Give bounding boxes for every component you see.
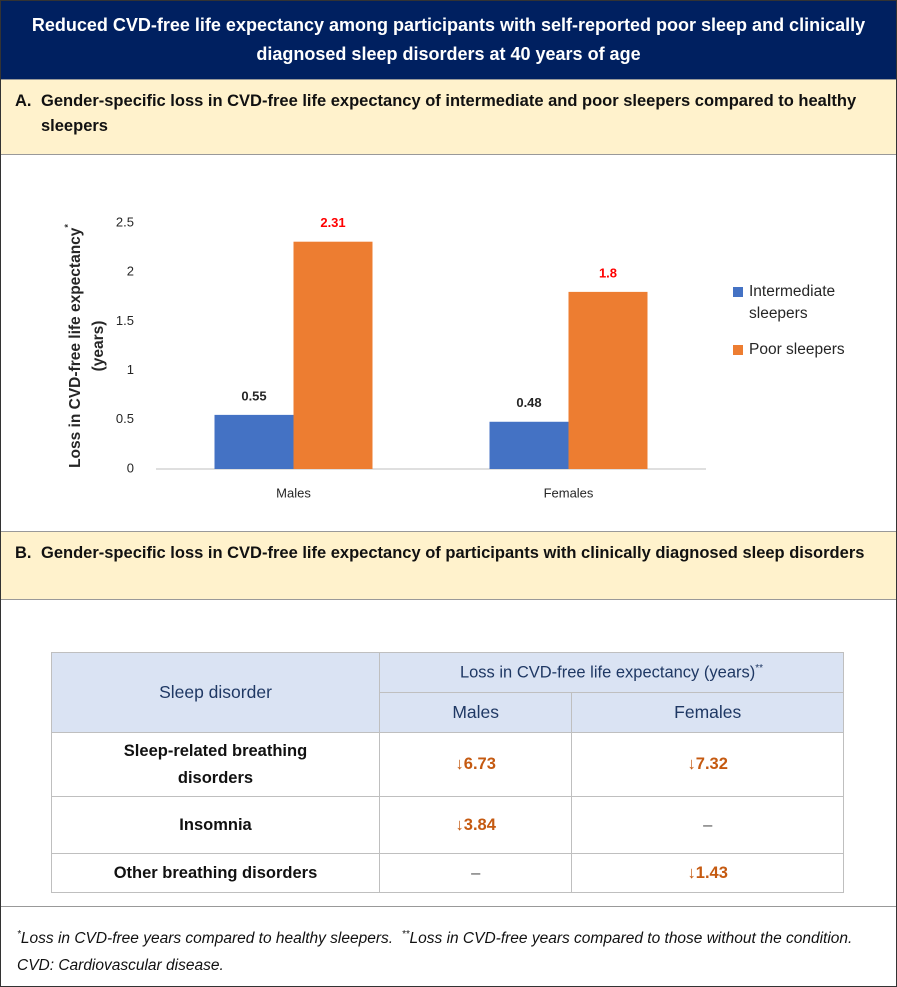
data-label: 1.8	[599, 265, 617, 280]
bar	[568, 291, 648, 469]
y-label-text: Loss in CVD-free life expectancy	[67, 227, 84, 468]
legend-label: Intermediate sleepers	[749, 283, 836, 322]
table: Sleep disorder Loss in CVD-free life exp…	[51, 652, 844, 893]
note-mark: **	[401, 929, 410, 940]
note-text: Loss in CVD-free years compared to healt…	[20, 930, 394, 948]
footnote: *Loss in CVD-free years compared to heal…	[1, 906, 896, 986]
y-tick-label: 2	[127, 264, 134, 279]
section-a-heading: A. Gender-specific loss in CVD-free life…	[1, 79, 896, 155]
value-cell: ↓1.43	[571, 853, 844, 893]
value-cell: ↓6.73	[378, 732, 573, 797]
x-tick-label: Males	[276, 485, 311, 500]
value-cell: –	[571, 796, 844, 854]
section-text: Gender-specific loss in CVD-free life ex…	[41, 92, 857, 135]
y-tick-label: 1	[127, 362, 134, 377]
table-row: Other breathing disorders – ↓1.43	[51, 853, 844, 893]
disorder-cell: Other breathing disorders	[51, 853, 380, 893]
section-b-heading: B. Gender-specific loss in CVD-free life…	[1, 531, 896, 600]
chart: Loss in CVD-free life expectancy* (years…	[63, 214, 706, 500]
section-letter: A.	[15, 92, 32, 110]
disorder-cell: Insomnia	[51, 796, 380, 854]
group-note: **	[755, 662, 764, 674]
column-header: Females	[571, 692, 844, 733]
value-cell: –	[378, 853, 573, 893]
bar	[214, 414, 294, 469]
value-cell: ↓3.84	[378, 796, 573, 854]
bar	[293, 241, 373, 469]
row-header: Sleep disorder	[51, 652, 380, 733]
legend-swatch	[733, 345, 743, 355]
legend-item: Poor sleepers	[733, 339, 873, 361]
y-axis-label: Loss in CVD-free life expectancy*	[63, 224, 84, 468]
y-tick-label: 2.5	[116, 214, 134, 229]
legend-label: Poor sleepers	[749, 341, 845, 358]
group-header-text: Loss in CVD-free life expectancy (years)	[459, 663, 756, 682]
legend-item: Intermediate sleepers	[733, 281, 873, 325]
group-header: Loss in CVD-free life expectancy (years)…	[379, 652, 844, 693]
section-letter: B.	[15, 544, 32, 562]
section-text: Gender-specific loss in CVD-free life ex…	[41, 544, 865, 562]
table-row: Insomnia ↓3.84–	[51, 796, 844, 854]
y-label-note: *	[63, 224, 73, 228]
data-label: 0.55	[241, 388, 266, 403]
y-axis-unit: (years)	[90, 321, 107, 372]
y-tick-label: 0.5	[116, 411, 134, 426]
value-cell: ↓7.32	[571, 732, 844, 797]
y-tick-label: 0	[127, 460, 134, 475]
title: Reduced CVD-free life expectancy among p…	[1, 1, 896, 79]
legend: Intermediate sleepers Poor sleepers	[733, 281, 873, 375]
x-tick-label: Females	[544, 485, 594, 500]
data-label: 2.31	[320, 215, 345, 230]
table-row: Sleep-related breathing disorders ↓6.73 ↓7…	[51, 732, 844, 797]
legend-swatch	[733, 287, 743, 297]
y-tick-label: 1.5	[116, 313, 134, 328]
note-text: Loss in CVD-free years compared to those…	[17, 930, 853, 975]
column-header: Males	[378, 692, 573, 733]
bar	[489, 421, 569, 469]
note-mark: *	[17, 929, 21, 940]
data-label: 0.48	[516, 395, 541, 410]
disorder-cell: Sleep-related breathing disorders	[51, 732, 380, 797]
